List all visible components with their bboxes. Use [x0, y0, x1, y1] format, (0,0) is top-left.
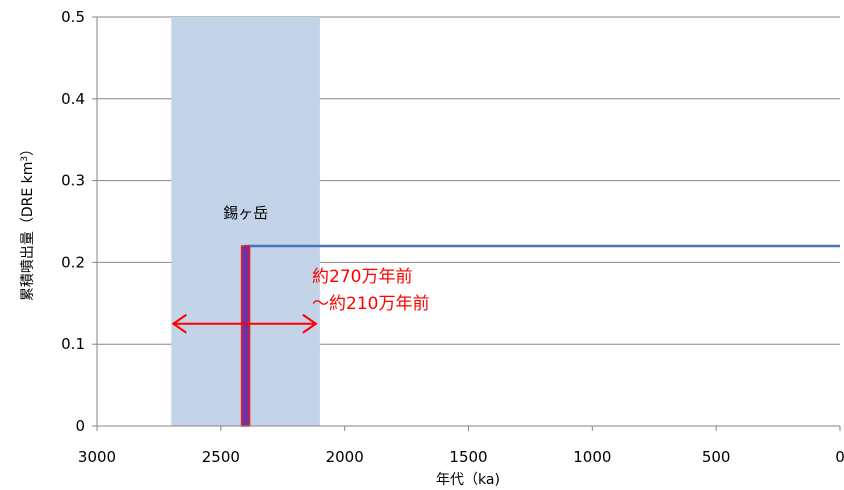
x-tick-label-2: 2000	[326, 448, 364, 466]
y-tick-label-1: 0.1	[61, 335, 85, 353]
x-axis-title: 年代（ka)	[436, 472, 500, 488]
annotation-arrowhead-right	[302, 313, 318, 334]
axes	[92, 16, 841, 431]
y-axis-title-superscript: 3	[20, 156, 30, 162]
y-tick-label-4: 0.4	[61, 90, 85, 108]
annotation-arrowhead-left	[171, 313, 187, 334]
x-tick-label-0: 3000	[78, 448, 116, 466]
y-tick-label-3: 0.3	[61, 172, 85, 190]
y-axis-title-main: 累積噴出量（DRE km	[20, 162, 36, 302]
y-axis-title: 累積噴出量（DRE km3）	[20, 142, 36, 301]
x-tick-label-1: 2500	[202, 448, 240, 466]
y-tick-label-0: 0	[75, 417, 85, 435]
y-tick-label-2: 0.2	[61, 253, 85, 271]
eruption-bar	[240, 245, 251, 427]
x-tick-label-6: 0	[835, 448, 844, 466]
x-tick-label-4: 1000	[573, 448, 611, 466]
y-tick-labels: 0 0.1 0.2 0.3 0.4 0.5	[61, 8, 85, 435]
annotation-line-1: 約270万年前	[312, 267, 412, 287]
x-tick-label-5: 500	[702, 448, 731, 466]
annotation: 約270万年前 ～約210万年前	[171, 267, 429, 334]
annotation-line-2: ～約210万年前	[312, 294, 429, 314]
y-axis-title-close: ）	[20, 142, 36, 156]
y-tick-label-5: 0.5	[61, 8, 85, 26]
x-tick-label-3: 1500	[449, 448, 487, 466]
activity-period-label: 錫ヶ岳	[223, 204, 268, 222]
x-tick-labels: 3000 2500 2000 1500 1000 500 0	[78, 448, 844, 466]
